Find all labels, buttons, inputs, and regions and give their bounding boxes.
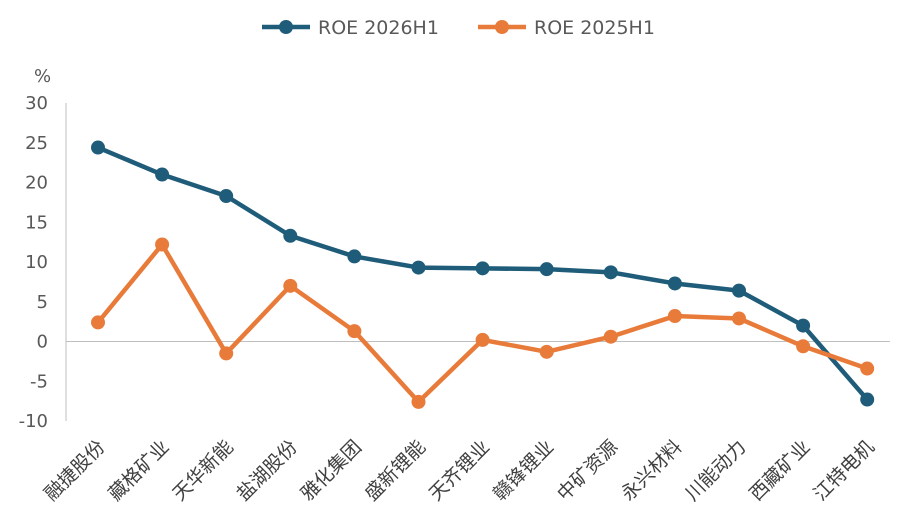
data-point — [539, 344, 554, 359]
data-point — [91, 315, 105, 330]
y-tick-label: 25 — [25, 133, 48, 154]
data-point — [155, 237, 170, 252]
x-category-label: 中矿资源 — [553, 436, 622, 505]
legend-label: ROE 2026H1 — [318, 17, 439, 39]
y-axis-unit-label: % — [34, 66, 51, 87]
data-point — [860, 361, 875, 376]
y-tick-label: -5 — [30, 371, 48, 392]
data-point — [475, 332, 490, 347]
y-tick-label: 30 — [25, 93, 48, 114]
y-tick-label: 10 — [25, 252, 48, 273]
x-category-label: 天华新能 — [168, 436, 237, 505]
x-category-label: 雅化集团 — [297, 436, 366, 505]
x-category-label: 赣锋锂业 — [489, 436, 558, 505]
data-point — [91, 140, 105, 155]
x-category-label: 融捷股份 — [40, 436, 109, 505]
data-point — [860, 392, 875, 407]
x-category-label: 天齐锂业 — [425, 436, 494, 505]
data-point — [411, 394, 426, 409]
data-point — [283, 228, 298, 243]
legend-label: ROE 2025H1 — [534, 17, 655, 39]
data-point — [347, 249, 362, 264]
x-category-label: 川能动力 — [681, 436, 750, 505]
legend-marker — [495, 20, 509, 34]
data-point — [411, 260, 426, 275]
x-category-label: 江特电机 — [809, 436, 878, 505]
x-category-label: 盛新锂能 — [361, 436, 430, 505]
legend: ROE 2026H1 ROE 2025H1 — [262, 17, 655, 39]
data-point — [667, 276, 682, 291]
data-point — [475, 261, 490, 276]
data-point — [603, 329, 618, 344]
data-point — [283, 278, 298, 293]
x-category-label: 盐湖股份 — [233, 436, 302, 505]
y-tick-label: 15 — [25, 212, 48, 233]
y-tick-label: -10 — [19, 411, 48, 432]
data-point — [347, 324, 362, 339]
x-category-label: 西藏矿业 — [745, 436, 814, 505]
series-1 — [91, 140, 875, 407]
data-point — [732, 283, 746, 298]
data-point — [219, 346, 234, 361]
x-category-label: 藏格矿业 — [104, 436, 173, 505]
data-point — [667, 309, 682, 324]
data-point — [732, 311, 746, 326]
x-category-label: 永兴材料 — [617, 436, 686, 505]
data-point — [603, 265, 618, 280]
series-group — [91, 140, 875, 409]
y-axis: 30 25 20 15 10 5 0 -5 -10 — [19, 93, 67, 432]
x-axis: 融捷股份藏格矿业天华新能盐湖股份雅化集团盛新锂能天齐锂业赣锋锂业中矿资源永兴材料… — [40, 341, 890, 505]
y-tick-label: 20 — [25, 173, 48, 194]
legend-marker — [279, 20, 293, 34]
data-point — [796, 339, 811, 354]
data-point — [155, 167, 170, 182]
data-point — [539, 262, 554, 277]
data-point — [219, 189, 234, 204]
data-point — [796, 318, 811, 333]
y-tick-label: 0 — [37, 332, 48, 353]
y-tick-label: 5 — [37, 292, 48, 313]
series-2 — [91, 237, 875, 409]
